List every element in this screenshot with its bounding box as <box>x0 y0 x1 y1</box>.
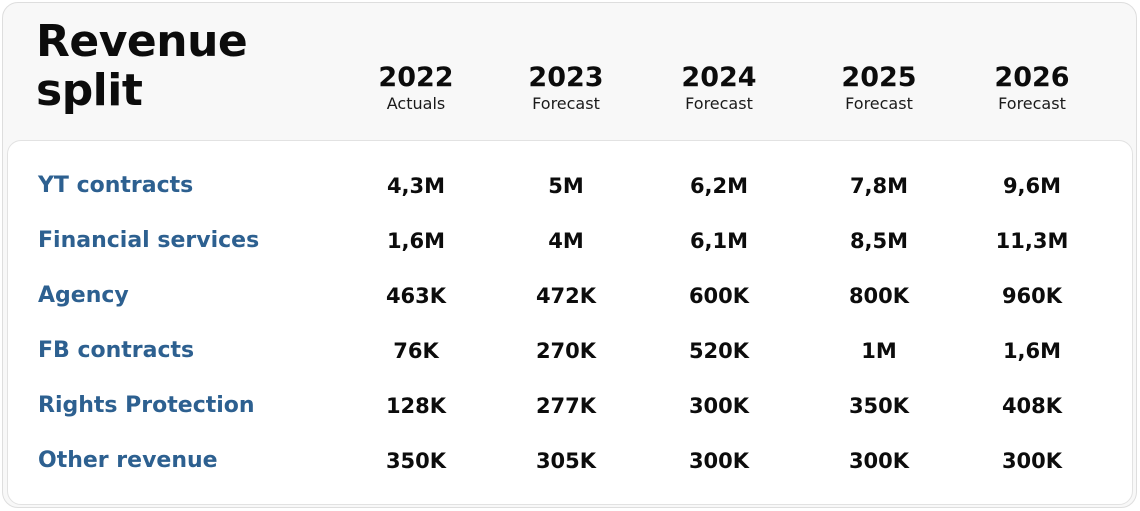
table-cell: 472K <box>535 284 597 308</box>
table-cell: 600K <box>688 284 750 308</box>
table-cell: 305K <box>535 449 597 473</box>
column-subtitle: Forecast <box>845 94 913 113</box>
row-label: Agency <box>38 283 129 308</box>
table-row: YT contracts 4,3M 5M 6,2M 7,8M 9,6M <box>8 166 1132 206</box>
table-cell: 7,8M <box>849 174 909 198</box>
table-cell: 1,6M <box>1002 339 1062 363</box>
table-cell: 520K <box>688 339 750 363</box>
table-cell: 76K <box>393 339 439 363</box>
column-subtitle: Forecast <box>532 94 600 113</box>
table-cell: 960K <box>1001 284 1063 308</box>
table-cell: 11,3M <box>995 229 1069 253</box>
table-cell: 300K <box>688 394 750 418</box>
column-header-2024: 2024 Forecast <box>644 61 794 113</box>
table-cell: 6,1M <box>689 229 749 253</box>
column-subtitle: Actuals <box>386 94 446 113</box>
column-year: 2025 <box>841 62 917 93</box>
row-label: Rights Protection <box>38 393 255 418</box>
row-label: YT contracts <box>38 173 194 198</box>
table-cell: 5M <box>548 174 584 198</box>
table-cell: 9,6M <box>1002 174 1062 198</box>
table-cell: 128K <box>385 394 447 418</box>
column-subtitle: Forecast <box>998 94 1066 113</box>
table-cell: 1,6M <box>386 229 446 253</box>
table-cell: 408K <box>1001 394 1063 418</box>
row-label: Financial services <box>38 228 260 253</box>
table-cell: 4M <box>548 229 584 253</box>
column-subtitle: Forecast <box>685 94 753 113</box>
table-cell: 350K <box>848 394 910 418</box>
table-body: YT contracts 4,3M 5M 6,2M 7,8M 9,6M Financial … <box>7 140 1133 505</box>
table-cell: 8,5M <box>849 229 909 253</box>
table-cell: 270K <box>535 339 597 363</box>
row-label: Other revenue <box>38 448 218 473</box>
chart-title: Revenue split <box>36 16 248 116</box>
chart-title-line-1: Revenue <box>36 16 248 67</box>
row-label: FB contracts <box>38 338 195 363</box>
table-cell: 300K <box>688 449 750 473</box>
column-header-2026: 2026 Forecast <box>957 61 1107 113</box>
table-row: FB contracts 76K 270K 520K 1M 1,6M <box>8 331 1132 371</box>
table-cell: 350K <box>385 449 447 473</box>
chart-title-line-2: split <box>36 65 143 116</box>
table-cell: 277K <box>535 394 597 418</box>
table-cell: 800K <box>848 284 910 308</box>
table-row: Financial services 1,6M 4M 6,1M 8,5M 11,3M <box>8 221 1132 261</box>
table-row: Agency 463K 472K 600K 800K 960K <box>8 276 1132 316</box>
table-cell: 463K <box>385 284 447 308</box>
table-row: Other revenue 350K 305K 300K 300K 300K <box>8 441 1132 481</box>
table-cell: 1M <box>861 339 897 363</box>
table-cell: 4,3M <box>386 174 446 198</box>
column-header-2022: 2022 Actuals <box>341 61 491 113</box>
column-header-2025: 2025 Forecast <box>804 61 954 113</box>
table-cell: 300K <box>848 449 910 473</box>
column-year: 2024 <box>681 62 757 93</box>
table-cell: 6,2M <box>689 174 749 198</box>
table-row: Rights Protection 128K 277K 300K 350K 408K <box>8 386 1132 426</box>
column-year: 2022 <box>378 62 454 93</box>
table-cell: 300K <box>1001 449 1063 473</box>
column-header-2023: 2023 Forecast <box>491 61 641 113</box>
column-year: 2023 <box>528 62 604 93</box>
column-year: 2026 <box>994 62 1070 93</box>
